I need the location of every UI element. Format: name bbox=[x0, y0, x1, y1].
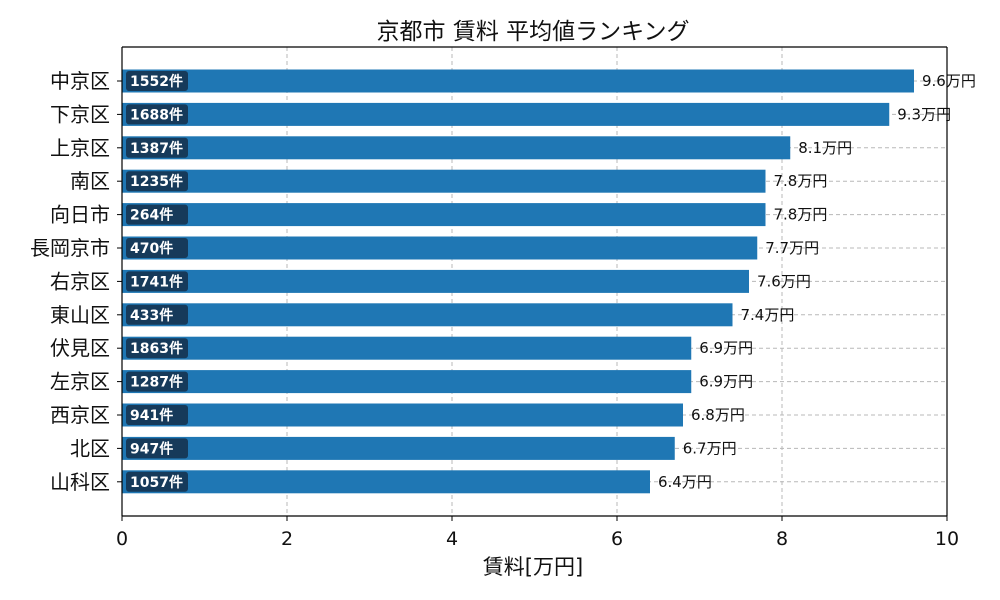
bar bbox=[122, 336, 692, 360]
count-badge bbox=[126, 137, 188, 158]
count-badge bbox=[126, 304, 188, 325]
category-label: 北区 bbox=[70, 436, 110, 460]
bar bbox=[122, 269, 749, 293]
bar-series: 1552件 9.6万円 1688件 9.3万円 1387件 8.1万円 1235件 7.8万円… bbox=[122, 69, 976, 494]
category-label: 東山区 bbox=[50, 303, 110, 327]
category-label: 中京区 bbox=[50, 69, 110, 93]
bar bbox=[122, 370, 692, 394]
category-label: 向日市 bbox=[50, 203, 110, 227]
count-label: 1741件 bbox=[130, 273, 183, 290]
bar bbox=[122, 136, 791, 160]
value-label: 9.6万円 bbox=[922, 72, 976, 90]
x-tick-label: 8 bbox=[776, 528, 788, 550]
count-label: 470件 bbox=[130, 240, 173, 257]
bar bbox=[122, 470, 650, 494]
count-label: 1863件 bbox=[130, 340, 183, 357]
value-label: 7.6万円 bbox=[757, 272, 811, 290]
count-badge bbox=[126, 238, 188, 258]
count-badge bbox=[126, 405, 188, 425]
count-badge bbox=[126, 471, 188, 492]
x-tick-label: 6 bbox=[611, 528, 623, 550]
value-label: 6.9万円 bbox=[699, 339, 753, 357]
value-label: 7.4万円 bbox=[741, 306, 795, 324]
count-badge bbox=[126, 438, 188, 459]
bar bbox=[122, 69, 914, 93]
value-label: 9.3万円 bbox=[897, 105, 951, 123]
count-badge bbox=[126, 204, 188, 225]
category-label: 伏見区 bbox=[50, 336, 110, 360]
count-label: 264件 bbox=[130, 207, 173, 224]
value-label: 7.8万円 bbox=[774, 172, 828, 190]
category-label: 右京区 bbox=[50, 269, 110, 293]
chart-title: 京都市 賃料 平均値ランキング bbox=[377, 19, 690, 45]
count-badge bbox=[126, 371, 188, 392]
x-axis-label: 賃料[万円] bbox=[483, 555, 583, 579]
category-label: 下京区 bbox=[50, 102, 110, 126]
category-label: 長岡京市 bbox=[30, 236, 110, 260]
category-label: 左京区 bbox=[50, 370, 110, 394]
count-badge bbox=[126, 71, 188, 91]
x-tick-label: 0 bbox=[116, 528, 128, 550]
value-label: 6.7万円 bbox=[683, 439, 737, 457]
count-label: 947件 bbox=[130, 440, 173, 457]
count-label: 1552件 bbox=[130, 73, 183, 90]
x-tick-label: 2 bbox=[281, 528, 293, 550]
count-label: 1287件 bbox=[130, 374, 183, 391]
bar bbox=[122, 403, 683, 427]
count-badge bbox=[126, 271, 188, 292]
category-label: 山科区 bbox=[50, 470, 110, 494]
count-label: 433件 bbox=[130, 307, 173, 324]
bar bbox=[122, 303, 733, 327]
x-tick-label: 10 bbox=[935, 528, 959, 550]
x-axis-ticks: 0 2 4 6 8 10 bbox=[116, 516, 959, 550]
value-label: 8.1万円 bbox=[798, 139, 852, 157]
count-label: 941件 bbox=[130, 407, 173, 424]
category-label: 上京区 bbox=[50, 136, 110, 160]
value-label: 6.8万円 bbox=[691, 406, 745, 424]
count-label: 1235件 bbox=[130, 173, 183, 190]
bar bbox=[122, 169, 766, 193]
count-label: 1688件 bbox=[130, 106, 183, 123]
category-label: 西京区 bbox=[50, 403, 110, 427]
value-label: 6.9万円 bbox=[699, 373, 753, 391]
value-label: 7.7万円 bbox=[765, 239, 819, 257]
bar bbox=[122, 436, 675, 460]
x-tick-label: 4 bbox=[446, 528, 458, 550]
value-label: 6.4万円 bbox=[658, 473, 712, 491]
count-label: 1387件 bbox=[130, 140, 183, 157]
count-badge bbox=[126, 104, 188, 125]
count-badge bbox=[126, 171, 188, 192]
category-label: 南区 bbox=[70, 169, 110, 193]
bar bbox=[122, 236, 758, 260]
count-badge bbox=[126, 338, 188, 359]
bar bbox=[122, 203, 766, 227]
value-label: 7.8万円 bbox=[774, 206, 828, 224]
bar bbox=[122, 102, 890, 126]
count-label: 1057件 bbox=[130, 474, 183, 491]
